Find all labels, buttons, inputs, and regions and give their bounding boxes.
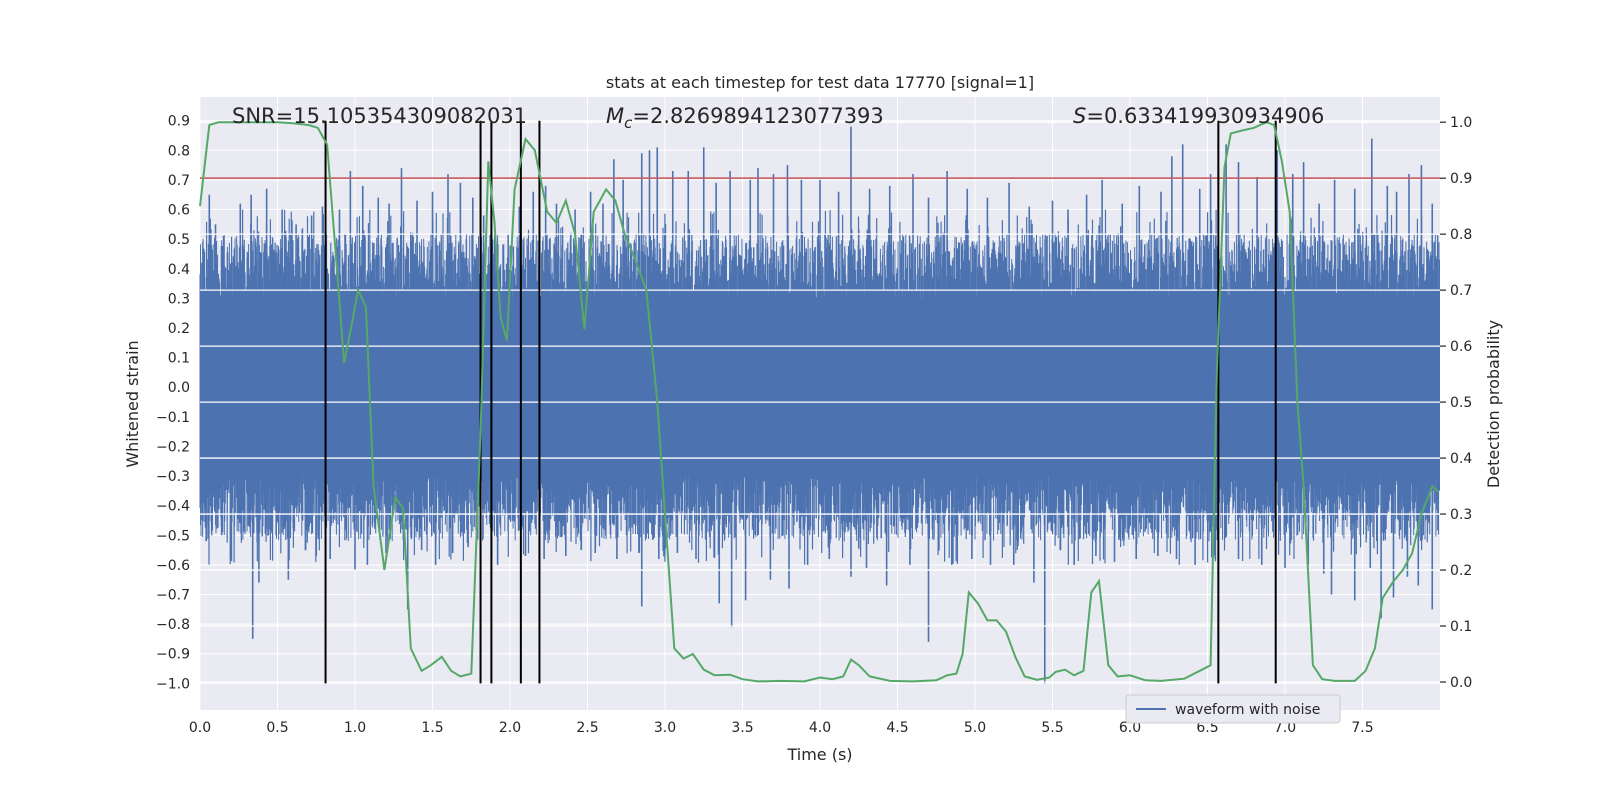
y2-tick-label: 0.7 [1450,283,1472,299]
y-axis-label: Whitened strain [123,340,142,467]
y-tick-label: −0.8 [156,617,190,633]
y2-tick-label: 0.1 [1450,619,1472,635]
y-tick-label: 0.5 [168,232,190,248]
x-tick-label: 1.0 [344,720,366,736]
y-tick-label: 0.7 [168,173,190,189]
event-markers [324,120,1277,684]
y-tick-label: −0.6 [156,558,190,574]
y2-tick-label: 0.6 [1450,339,1472,355]
legend-label: waveform with noise [1175,702,1320,718]
x-tick-label: 6.0 [1119,720,1141,736]
y2-tick-label: 0.5 [1450,395,1472,411]
y-tick-label: −0.5 [156,528,190,544]
y-tick-label: −1.0 [156,676,190,692]
x-tick-label: 7.5 [1351,720,1373,736]
legend: waveform with noise [1125,694,1341,724]
x-tick-label: 5.5 [1041,720,1063,736]
y-tick-label: 0.1 [168,351,190,367]
y-tick-label: 0.9 [168,114,190,130]
y2-axis-label: Detection probability [1484,320,1503,488]
spin-value: =0.633419930934906 [1086,104,1324,128]
y-tick-label: −0.2 [156,439,190,455]
x-tick-label: 2.5 [576,720,598,736]
x-tick-label: 4.0 [809,720,831,736]
chirp-mass-value: =2.8269894123077393 [632,104,883,128]
spin-annotation: S=0.633419930934906 [1073,104,1324,128]
y-tick-label: −0.7 [156,588,190,604]
y-axis-ticks: 0.9 0.8 0.7 0.6 0.5 0.4 0.3 0.2 0.1 0.0 −0.1 −0.2 −0… [156,114,190,693]
x-tick-label: 5.0 [964,720,986,736]
x-tick-label: 7.0 [1274,720,1296,736]
y-tick-label: −0.1 [156,410,190,426]
x-tick-label: 0.5 [266,720,288,736]
y-tick-label: 0.2 [168,321,190,337]
y-tick-label: 0.3 [168,291,190,307]
probability-series [199,121,1440,683]
y2-axis-ticks: 1.0 0.9 0.8 0.7 0.6 0.5 0.4 0.3 0.2 0.1 0.0 [1440,115,1472,691]
x-tick-label: 1.5 [421,720,443,736]
legend-box [1125,694,1341,724]
x-tick-label: 3.5 [731,720,753,736]
snr-annotation: SNR=15.105354309082031 [232,104,527,128]
probability-line [199,121,1440,683]
y-tick-label: 0.0 [168,380,190,396]
chirp-mass-annotation: Mc=2.8269894123077393 [606,104,884,132]
chirp-mass-subscript: c [624,114,633,132]
x-axis-label: Time (s) [786,745,852,764]
x-tick-label: 6.5 [1196,720,1218,736]
y-tick-label: 0.6 [168,203,190,219]
y2-tick-label: 0.0 [1450,675,1472,691]
x-tick-label: 4.5 [886,720,908,736]
x-axis-ticks: 0.0 0.5 1.0 1.5 2.0 2.5 3.0 3.5 4.0 4.5 5.0 5.5 6.0 6… [189,720,1374,736]
y-tick-label: 0.4 [168,262,190,278]
y2-tick-label: 0.2 [1450,563,1472,579]
y2-tick-label: 0.8 [1450,227,1472,243]
spin-symbol: S [1073,104,1086,128]
y2-tick-label: 0.3 [1450,507,1472,523]
y-tick-label: −0.3 [156,469,190,485]
chirp-mass-symbol: M [606,104,624,128]
y-tick-label: −0.9 [156,647,190,663]
x-tick-label: 3.0 [654,720,676,736]
y-tick-label: 0.8 [168,143,190,159]
x-tick-label: 2.0 [499,720,521,736]
x-tick-label: 0.0 [189,720,211,736]
y2-tick-label: 1.0 [1450,115,1472,131]
y2-tick-label: 0.4 [1450,451,1472,467]
y-tick-label: −0.4 [156,499,190,515]
y2-tick-label: 0.9 [1450,171,1472,187]
chart-title: stats at each timestep for test data 177… [606,73,1034,92]
